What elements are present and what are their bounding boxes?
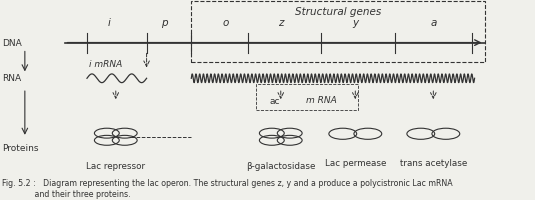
Text: β-galactosidase: β-galactosidase [246, 161, 316, 170]
Text: y: y [352, 18, 358, 28]
Text: i mRNA: i mRNA [89, 60, 123, 69]
Text: RNA: RNA [3, 73, 21, 82]
Text: trans acetylase: trans acetylase [400, 158, 467, 167]
Text: a: a [430, 18, 437, 28]
Text: Proteins: Proteins [3, 143, 39, 152]
Text: Structural genes: Structural genes [295, 7, 381, 17]
Text: DNA: DNA [3, 39, 22, 48]
Text: Lac permease: Lac permease [325, 158, 386, 167]
Text: o: o [223, 18, 230, 28]
Text: m RNA: m RNA [305, 96, 337, 105]
Text: and their three proteins.: and their three proteins. [3, 189, 131, 198]
Text: ac: ac [269, 97, 280, 106]
Text: Fig. 5.2 :   Diagram representing the lac operon. The structural genes z, y and : Fig. 5.2 : Diagram representing the lac … [3, 178, 453, 187]
Text: i: i [108, 18, 111, 28]
Text: p: p [160, 18, 167, 28]
Text: Lac repressor: Lac repressor [86, 161, 146, 170]
Text: z: z [278, 18, 284, 28]
